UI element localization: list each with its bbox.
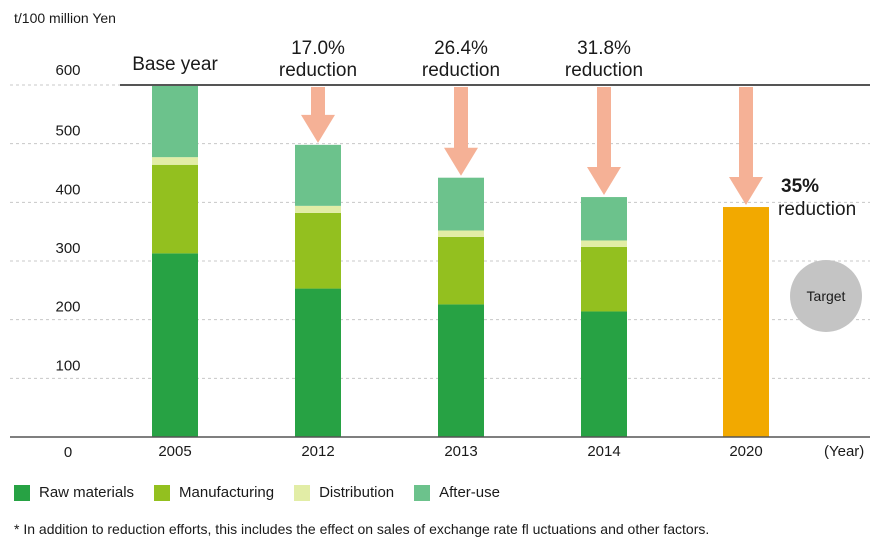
bar-segment-after-use-2005 [152, 85, 198, 158]
legend-swatch [14, 484, 30, 501]
bar-segment-raw-materials-2014 [581, 311, 627, 437]
annotations: Base year17.0%reduction26.4%reduction31.… [132, 38, 856, 220]
annotation-percent-2013: 26.4% [434, 38, 488, 59]
annotation-text-2014: reduction [565, 60, 643, 81]
annotation-percent-2014: 31.8% [577, 38, 631, 59]
y-tick-label: 500 [55, 123, 80, 140]
reduction-arrow-2013 [444, 87, 478, 176]
bars [10, 84, 870, 438]
y-unit-label: t/100 million Yen [14, 10, 116, 26]
y-tick-label: 300 [55, 240, 80, 257]
x-axis-label: (Year) [824, 443, 864, 460]
reduction-arrows [301, 87, 763, 206]
target-badge-label: Target [807, 288, 846, 304]
x-tick-label: 2014 [587, 443, 620, 460]
legend-swatch [154, 484, 171, 501]
bar-segment-distribution-2012 [295, 205, 341, 213]
bar-segment-after-use-2013 [438, 177, 484, 231]
y-tick-label: 400 [55, 181, 80, 198]
annotation-percent-2012: 17.0% [291, 38, 345, 59]
reduction-arrow-2012 [301, 87, 335, 143]
bar-segment-manufacturing-2012 [295, 212, 341, 289]
bar-segment-raw-materials-2012 [295, 288, 341, 437]
x-tick-label: 2013 [444, 443, 477, 460]
legend-item-after-use: After-use [414, 484, 500, 501]
y-tick-label: 600 [55, 62, 80, 79]
x-tick-label: 2012 [301, 443, 334, 460]
annotation-2020-percent: 35% [781, 176, 819, 197]
bar-segment-manufacturing-2005 [152, 164, 198, 254]
legend-item-manufacturing: Manufacturing [154, 484, 274, 501]
reduction-arrow-2014 [587, 87, 621, 196]
legend-label: After-use [439, 484, 500, 501]
legend-label: Distribution [319, 484, 395, 501]
legend-item-distribution: Distribution [294, 484, 394, 501]
annotation-2020-text: reduction [778, 199, 856, 220]
y-tick-label: 0 [64, 444, 72, 461]
target-badge: Target [790, 260, 862, 332]
annotation-text-2012: reduction [279, 60, 357, 81]
bar-segment-distribution-2014 [581, 240, 627, 247]
footnote: * In addition to reduction efforts, this… [14, 521, 710, 537]
x-tick-label: 2005 [158, 443, 191, 460]
legend-label: Raw materials [39, 484, 135, 501]
y-axis-ticks: 0 100 200 300 400 500 600 [55, 62, 80, 461]
legend-swatch [294, 484, 311, 501]
bar-segment-target-2020 [723, 207, 769, 437]
legend-item-raw-materials: Raw materials [14, 484, 134, 501]
annotation-text-2013: reduction [422, 60, 500, 81]
bar-segment-distribution-2005 [152, 157, 198, 165]
x-tick-label: 2020 [729, 443, 762, 460]
x-axis-ticks: 2005 2012 2013 2014 2020 [158, 443, 762, 460]
bar-segment-manufacturing-2014 [581, 246, 627, 312]
legend-swatch [414, 484, 431, 501]
y-tick-label: 200 [55, 299, 80, 316]
annotation-base-year: Base year [132, 54, 218, 75]
chart: t/100 million Yen 0 100 200 300 400 500 600 Ba… [10, 10, 870, 461]
bar-segment-raw-materials-2005 [152, 253, 198, 437]
bar-segment-raw-materials-2013 [438, 304, 484, 437]
bar-segment-after-use-2012 [295, 144, 341, 206]
bar-segment-distribution-2013 [438, 230, 484, 237]
legend: Raw materials Manufacturing Distribution… [14, 484, 520, 501]
legend-label: Manufacturing [179, 484, 275, 501]
bar-segment-after-use-2014 [581, 197, 627, 241]
bar-segment-manufacturing-2013 [438, 236, 484, 305]
reduction-arrow-2020 [729, 87, 763, 206]
target-badge-circle [790, 260, 862, 332]
y-tick-label: 100 [55, 357, 80, 374]
